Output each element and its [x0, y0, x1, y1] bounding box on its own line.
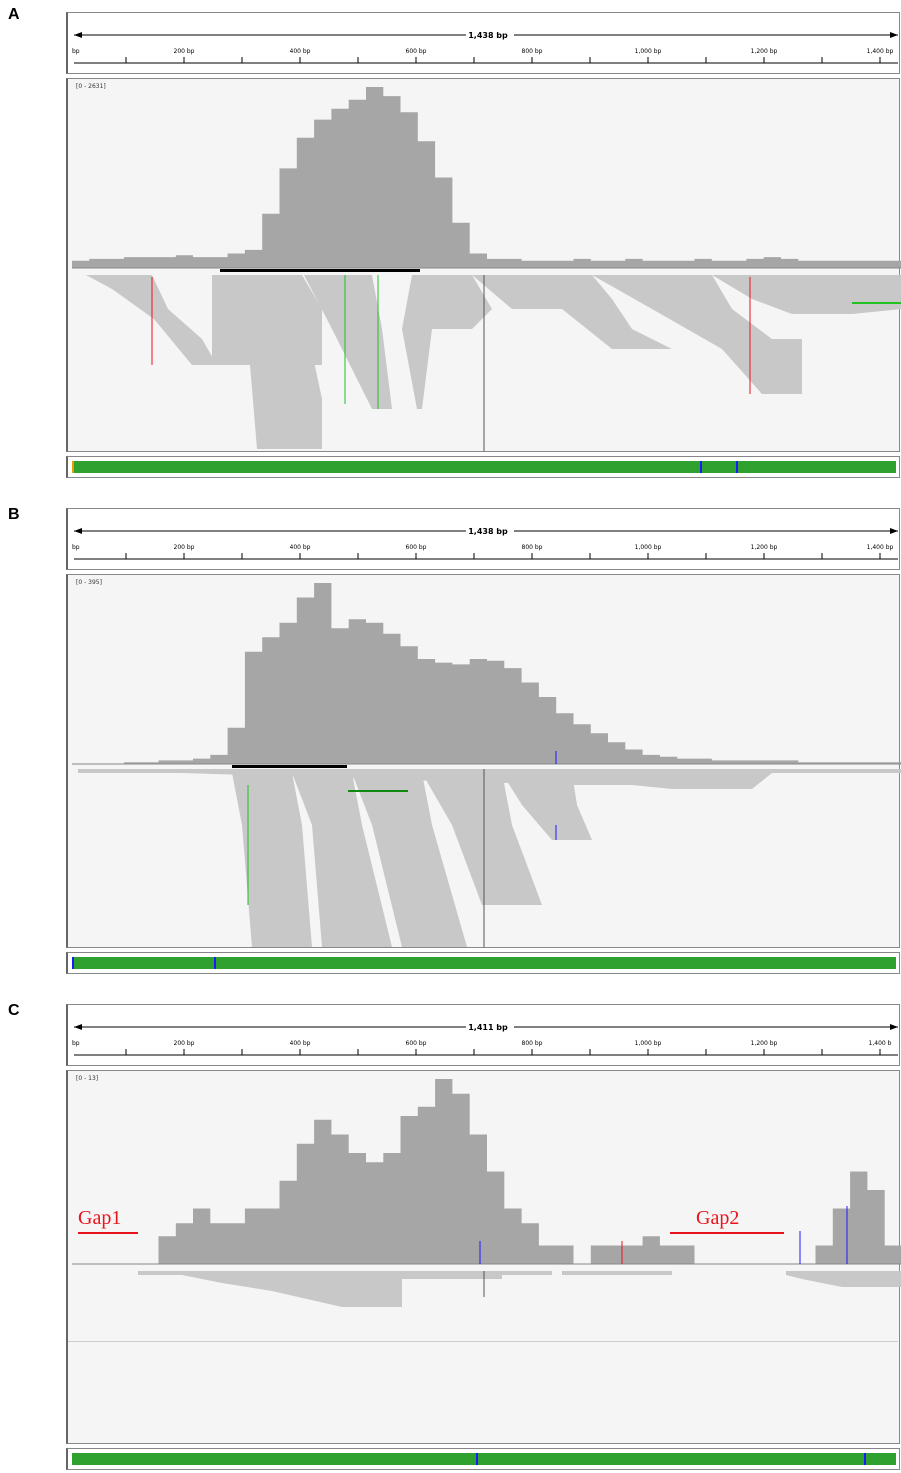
tick-label: 200 bp — [174, 48, 195, 55]
tick-label: 1,200 bp — [751, 1040, 778, 1047]
data-track: [0 - 13] Gap1 Gap2 — [66, 1070, 901, 1444]
tick-label-partial: bp — [72, 48, 80, 55]
tick-label: 800 bp — [522, 544, 543, 551]
data-track: [0 - 395] — [66, 574, 901, 948]
tick-label-partial: bp — [72, 1040, 80, 1047]
tick-label: 1,000 bp — [635, 544, 662, 551]
tick-label: 1,200 bp — [751, 544, 778, 551]
data-range-label: [0 - 395] — [76, 579, 102, 586]
tick-label: 200 bp — [174, 1040, 195, 1047]
panel-c: C 1,411 bp bp 200 bp 400 bp 600 bp 800 bp 1,… — [0, 996, 901, 1473]
tick-label: 800 bp — [522, 48, 543, 55]
tick-label: 600 bp — [406, 48, 427, 55]
span-label: 1,438 bp — [468, 31, 508, 40]
tick-label: 600 bp — [406, 544, 427, 551]
coverage-track — [72, 1079, 901, 1265]
sequence-bases — [72, 957, 896, 969]
tick-label: 400 bp — [290, 1040, 311, 1047]
track-divider — [68, 1341, 898, 1342]
sequence-track — [66, 952, 900, 974]
sequence-bases — [72, 1453, 896, 1465]
sequence-track — [66, 456, 900, 478]
panel-a: A 1,438 bp bp 200 bp 400 bp 600 bp 800 bp 1,… — [0, 0, 901, 490]
alignment-track — [138, 1271, 901, 1307]
tick-label: 400 bp — [290, 48, 311, 55]
span-label: 1,438 bp — [468, 527, 508, 536]
sequence-track — [66, 1448, 900, 1470]
tick-label: 600 bp — [406, 1040, 427, 1047]
tick-label: 800 bp — [522, 1040, 543, 1047]
gap2-label: Gap2 — [696, 1207, 740, 1229]
alignment-track — [86, 269, 901, 451]
panel-letter: A — [8, 6, 20, 23]
tick-label: 1,400 bp — [867, 544, 894, 551]
coverage-track — [72, 87, 901, 269]
tick-label: 1,000 bp — [635, 48, 662, 55]
tick-label: 200 bp — [174, 544, 195, 551]
sequence-bases — [72, 461, 896, 473]
panel-b: B 1,438 bp bp 200 bp 400 bp 600 bp 800 bp 1,… — [0, 500, 901, 990]
panel-letter: C — [8, 1002, 20, 1019]
span-label: 1,411 bp — [468, 1023, 508, 1032]
tick-label: 1,400 bp — [867, 48, 894, 55]
data-range-label: [0 - 2631] — [76, 83, 106, 90]
ruler-svg: 1,438 bp bp 200 bp 400 bp 600 bp 800 bp 1,00… — [72, 28, 898, 64]
tick-label: 1,000 bp — [635, 1040, 662, 1047]
data-range-label: [0 - 13] — [76, 1075, 99, 1082]
ruler-svg: 1,438 bp bp 200 bp 400 bp 600 bp 800 bp 1,00… — [72, 524, 898, 560]
tick-label-partial: bp — [72, 544, 80, 551]
tick-label: 400 bp — [290, 544, 311, 551]
coverage-track — [72, 583, 901, 765]
gap1-label: Gap1 — [78, 1207, 122, 1229]
ruler: 1,438 bp bp 200 bp 400 bp 600 bp 800 bp 1,00… — [66, 12, 900, 74]
alignment-track — [78, 765, 901, 947]
ruler: 1,411 bp bp 200 bp 400 bp 600 bp 800 bp 1,00… — [66, 1004, 900, 1066]
tick-label: 1,400 b — [869, 1040, 892, 1047]
ruler-svg: 1,411 bp bp 200 bp 400 bp 600 bp 800 bp 1,00… — [72, 1020, 898, 1056]
ruler: 1,438 bp bp 200 bp 400 bp 600 bp 800 bp 1,00… — [66, 508, 900, 570]
tick-label: 1,200 bp — [751, 48, 778, 55]
data-track: [0 - 2631] — [66, 78, 901, 452]
panel-letter: B — [8, 506, 20, 523]
